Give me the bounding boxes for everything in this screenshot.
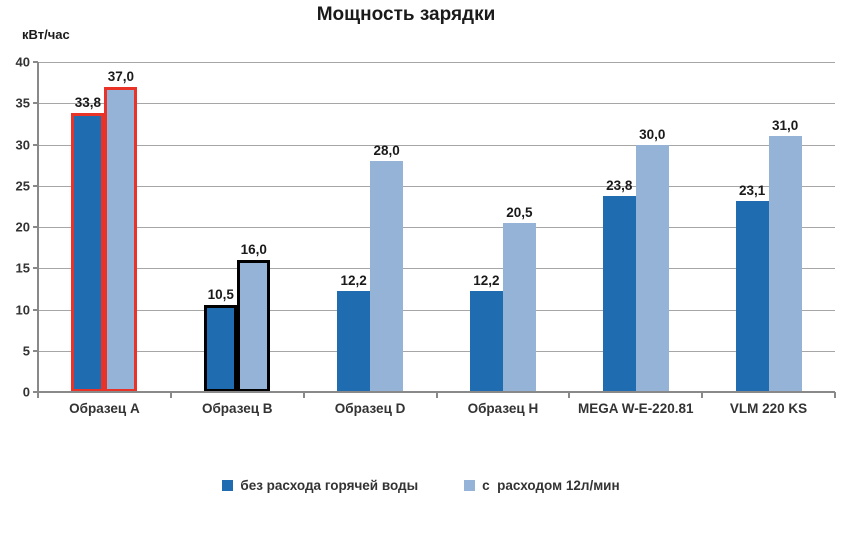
bar-value-label: 12,2 [340, 273, 367, 289]
bar [768, 136, 802, 392]
x-tick-mark [701, 392, 704, 398]
y-axis-line [37, 62, 39, 393]
y-axis-unit-label: кВт/час [22, 27, 70, 42]
gridline [38, 309, 835, 311]
bar [602, 195, 636, 392]
y-tick-label: 35 [15, 95, 30, 111]
bar-value-label: 10,5 [207, 287, 234, 303]
y-tick-mark [33, 143, 38, 146]
x-category-label: Образец A [69, 401, 140, 416]
x-tick-mark [37, 392, 39, 398]
y-tick-mark [33, 184, 38, 187]
y-tick-label: 25 [15, 178, 30, 194]
x-tick-mark [834, 392, 836, 398]
legend-label: с расходом 12л/мин [482, 478, 620, 493]
bar-value-label: 12,2 [473, 273, 500, 289]
y-tick-label: 15 [15, 260, 30, 276]
y-tick-mark [33, 226, 38, 228]
legend-swatch-light-series [464, 480, 476, 491]
gridline [38, 185, 835, 187]
bar [237, 260, 271, 392]
bar-value-label: 28,0 [373, 143, 400, 158]
bar [204, 305, 238, 392]
x-tick-mark [169, 392, 172, 398]
bar [370, 161, 404, 392]
x-tick-mark [302, 392, 305, 398]
gridline [38, 62, 835, 63]
gridline [38, 350, 835, 352]
y-tick-mark [33, 102, 38, 105]
x-tick-mark [568, 392, 571, 398]
y-tick-mark [33, 267, 38, 270]
x-category-label: Образец D [334, 401, 406, 416]
y-tick-label: 40 [15, 54, 30, 70]
legend-item: без расхода горячей воды [222, 478, 418, 493]
x-category-label: MEGA W-E-220.81 [577, 401, 694, 416]
gridline [38, 268, 835, 270]
x-axis-category-labels: Образец A Образец B Образец D Образец H MEGA… [38, 400, 835, 418]
bar-value-label: 33,8 [74, 95, 102, 111]
x-category-label: Образец H [467, 401, 539, 416]
legend: без расхода горячей воды с расходом 12л/… [0, 478, 842, 493]
bar [502, 222, 536, 392]
bar [735, 201, 769, 392]
bar [71, 113, 105, 392]
plot-area: 33,8 37,0 10,5 16,0 12,2 28,0 12,2 20,5 23,8 30,0… [37, 62, 836, 398]
y-tick-label: 5 [22, 343, 30, 359]
bar [337, 291, 371, 392]
y-tick-label: 0 [22, 384, 30, 400]
bar-value-label: 23,1 [738, 183, 766, 199]
y-tick-mark [33, 61, 38, 63]
legend-swatch-dark-series [222, 480, 234, 491]
bar-value-label: 31,0 [771, 118, 799, 134]
y-tick-label: 20 [15, 219, 30, 235]
gridline [38, 144, 835, 146]
legend-item: с расходом 12л/мин [464, 478, 620, 493]
x-category-label: VLM 220 KS [729, 401, 808, 416]
y-tick-label: 10 [15, 302, 30, 317]
legend-label: без расхода горячей воды [240, 478, 419, 493]
gridline [38, 227, 835, 228]
chart-title: Мощность зарядки [316, 4, 496, 25]
bar-value-label: 16,0 [240, 242, 267, 257]
bar-value-label: 30,0 [639, 126, 666, 142]
bar-value-label: 20,5 [506, 204, 533, 220]
bar-value-label: 23,8 [606, 177, 633, 193]
x-category-label: Образец B [201, 401, 273, 416]
x-axis-line [33, 391, 835, 393]
x-tick-mark [435, 392, 438, 398]
y-tick-mark [33, 349, 38, 352]
bar-value-label: 37,0 [107, 68, 135, 84]
y-tick-mark [33, 308, 38, 311]
y-tick-mark [33, 391, 38, 393]
y-tick-label: 30 [15, 137, 30, 152]
bar [104, 86, 138, 392]
bar [635, 144, 669, 392]
gridline [38, 103, 835, 105]
bar [469, 291, 503, 392]
